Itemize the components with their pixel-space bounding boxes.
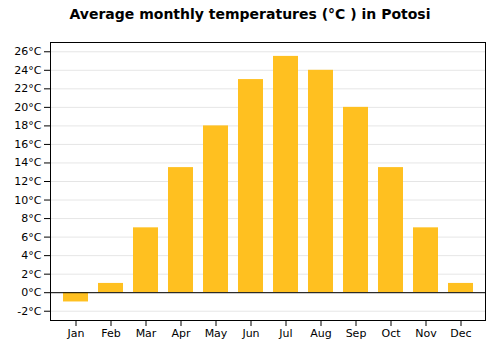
svg-text:18°C: 18°C	[14, 119, 41, 132]
svg-text:Dec: Dec	[450, 327, 471, 340]
svg-text:Feb: Feb	[101, 327, 120, 340]
svg-text:16°C: 16°C	[14, 138, 41, 151]
svg-text:20°C: 20°C	[14, 101, 41, 114]
svg-text:4°C: 4°C	[21, 249, 41, 262]
svg-text:10°C: 10°C	[14, 194, 41, 207]
svg-text:Aug: Aug	[310, 327, 331, 340]
svg-text:May: May	[205, 327, 228, 340]
svg-text:Jul: Jul	[278, 327, 292, 340]
svg-text:Jun: Jun	[241, 327, 259, 340]
svg-text:14°C: 14°C	[14, 156, 41, 169]
svg-text:Apr: Apr	[171, 327, 191, 340]
svg-text:Oct: Oct	[381, 327, 401, 340]
svg-text:Nov: Nov	[415, 327, 437, 340]
svg-text:6°C: 6°C	[21, 231, 41, 244]
svg-text:26°C: 26°C	[14, 45, 41, 58]
svg-text:Sep: Sep	[346, 327, 367, 340]
html-text:Average monthly temperatures (: Average monthly temperatures (°C ) in Po…	[69, 6, 431, 22]
svg-text:8°C: 8°C	[21, 212, 41, 225]
svg-text:Jan: Jan	[67, 327, 85, 340]
svg-text:24°C: 24°C	[14, 64, 41, 77]
svg-text:Mar: Mar	[136, 327, 157, 340]
svg-text:0°C: 0°C	[21, 286, 41, 299]
svg-text:-2°C: -2°C	[17, 305, 41, 318]
svg-text:2°C: 2°C	[21, 268, 41, 281]
svg-text:12°C: 12°C	[14, 175, 41, 188]
svg-text:22°C: 22°C	[14, 82, 41, 95]
